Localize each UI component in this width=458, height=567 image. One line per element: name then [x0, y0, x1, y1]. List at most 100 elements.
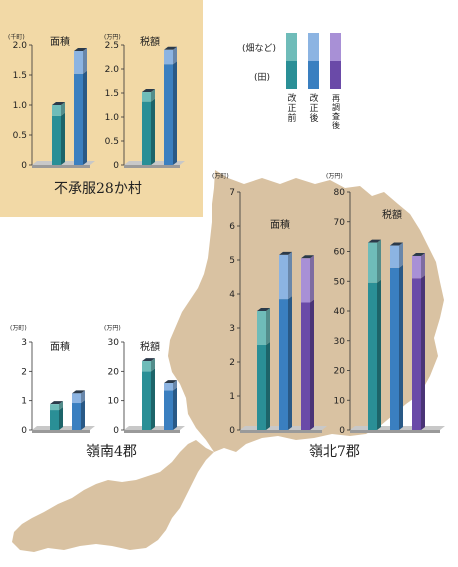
y-tick-label: 5 [229, 256, 235, 266]
y-tick-label: 0 [21, 161, 27, 171]
bar-top [390, 242, 403, 246]
bar-paddy-side [310, 299, 314, 430]
y-tick-label: 40 [334, 307, 346, 317]
bar-upland-side [288, 251, 292, 300]
bar-upland [52, 105, 61, 116]
legend-paddy-label: (田) [254, 73, 271, 83]
bar-paddy [279, 299, 288, 430]
bar-paddy [52, 115, 61, 165]
bar-upland-side [266, 308, 270, 345]
y-tick-label: 4 [229, 290, 235, 300]
bar-upland-side [173, 380, 177, 391]
bar-upland-side [399, 242, 403, 268]
bar-top [142, 89, 155, 93]
chart-floor [32, 426, 95, 430]
map-region [12, 170, 444, 552]
y-unit-label: (万町) [212, 173, 229, 180]
group-title-reihoku: 嶺北7郡 [309, 444, 360, 460]
y-tick-label: 20 [334, 367, 346, 377]
bar-upland [72, 393, 81, 404]
bar-upland [142, 92, 151, 102]
bar-upland-side [59, 401, 63, 411]
bar-paddy [301, 302, 310, 430]
bar-upland-side [83, 48, 87, 74]
chart-floor-edge [124, 165, 180, 168]
bar-paddy [368, 282, 377, 430]
y-tick-label: 1.0 [105, 113, 120, 123]
bar-top [164, 46, 177, 50]
group-title-reinan: 嶺南4郡 [86, 444, 137, 460]
bar-upland [164, 49, 173, 65]
y-tick-label: 1 [21, 397, 27, 407]
bar-paddy-side [61, 112, 65, 165]
y-tick-label: 2.0 [13, 41, 28, 51]
bar-paddy-side [377, 279, 381, 430]
chart-floor-edge [350, 430, 440, 433]
bar-paddy-side [81, 400, 85, 430]
bar-paddy-side [59, 407, 63, 430]
y-unit-label: (千町) [8, 33, 25, 41]
bar-upland [279, 254, 288, 300]
y-tick-label: 70 [334, 218, 346, 228]
bar-paddy-side [83, 70, 87, 165]
bar-upland [257, 311, 266, 345]
bar-paddy-side [173, 61, 177, 166]
y-unit-label: (万町) [10, 325, 27, 332]
bar-top [50, 401, 63, 405]
y-tick-label: 0 [339, 426, 345, 436]
y-tick-label: 60 [334, 248, 346, 258]
bar-paddy-side [288, 296, 292, 430]
y-tick-label: 1 [229, 392, 235, 402]
bar-upland [412, 255, 421, 279]
legend-swatch-upland-before [286, 33, 297, 61]
bar-paddy [142, 101, 151, 165]
y-unit-label: (万円) [104, 34, 121, 41]
legend-label-after: 改正後 [309, 94, 319, 124]
bar-paddy-side [173, 387, 177, 430]
bar-paddy [142, 371, 151, 430]
y-tick-label: 30 [108, 338, 120, 348]
bar-upland [142, 361, 151, 372]
y-tick-label: 0.5 [13, 131, 27, 141]
y-tick-label: 3 [21, 338, 27, 348]
legend-swatch-upland-after [308, 33, 319, 61]
y-tick-label: 2.5 [105, 41, 119, 51]
bar-paddy-side [151, 98, 155, 165]
bar-upland-side [377, 239, 381, 283]
bar-upland-side [421, 252, 425, 279]
bar-paddy-side [421, 275, 425, 430]
legend-upland-label: (畑など) [242, 44, 277, 54]
bar-paddy [390, 267, 399, 430]
bar-top [412, 252, 425, 256]
y-tick-label: 1.5 [105, 89, 119, 99]
bar-top [74, 48, 87, 51]
bar-upland [164, 383, 173, 391]
chart-floor-edge [32, 165, 90, 168]
bar-paddy-side [266, 342, 270, 430]
legend-swatch-paddy-reexam [330, 61, 341, 89]
bar-paddy [412, 278, 421, 430]
y-tick-label: 0 [21, 426, 27, 436]
y-tick-label: 1.5 [13, 71, 27, 81]
bar-top [301, 255, 314, 259]
bar-upland-side [151, 358, 155, 372]
y-tick-label: 10 [108, 397, 120, 407]
y-tick-label: 1.0 [13, 101, 28, 111]
chart-floor-edge [124, 430, 180, 433]
chart-title: 面積 [50, 340, 70, 353]
bar-upland [50, 404, 59, 411]
chart-floor-edge [32, 430, 90, 433]
bar-paddy [74, 73, 83, 165]
y-tick-label: 0 [113, 426, 119, 436]
legend-swatches [286, 33, 341, 89]
legend-swatch-paddy-after [308, 61, 319, 89]
bar-paddy [257, 345, 266, 430]
bar-upland-side [173, 46, 177, 65]
bar-upland [74, 51, 83, 74]
y-unit-label: (万円) [326, 173, 343, 180]
chart-floor-edge [240, 430, 322, 433]
group-title-fushofuku: 不承服28か村 [54, 181, 142, 197]
